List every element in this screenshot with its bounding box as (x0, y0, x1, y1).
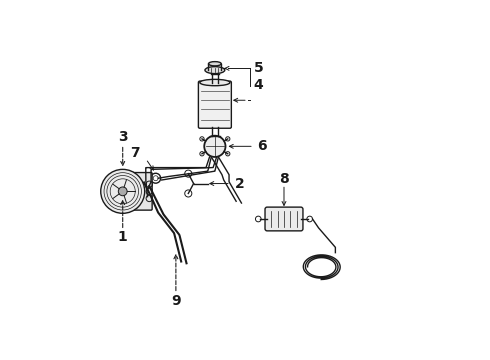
Ellipse shape (200, 79, 230, 86)
Text: 3: 3 (118, 130, 127, 144)
Text: 8: 8 (279, 172, 289, 186)
Text: 4: 4 (254, 78, 264, 92)
FancyBboxPatch shape (123, 172, 152, 210)
Text: 9: 9 (171, 293, 181, 307)
Text: 2: 2 (235, 176, 245, 190)
Circle shape (101, 169, 145, 213)
FancyBboxPatch shape (265, 207, 303, 231)
Ellipse shape (208, 62, 221, 66)
FancyBboxPatch shape (198, 81, 231, 128)
Circle shape (118, 187, 127, 196)
Circle shape (204, 136, 225, 157)
Text: 1: 1 (118, 230, 127, 244)
Ellipse shape (205, 67, 225, 73)
Text: 7: 7 (130, 147, 140, 161)
Text: 5: 5 (254, 61, 264, 75)
Text: 6: 6 (257, 139, 267, 153)
